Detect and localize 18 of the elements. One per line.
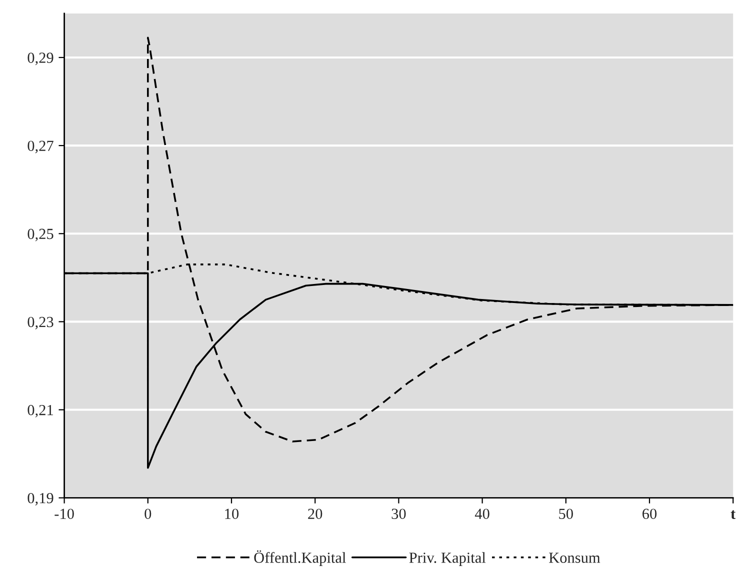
x-tick-label: 10 — [225, 508, 239, 520]
y-tick-label: 0,29 — [28, 52, 54, 66]
x-tick-label: -10 — [54, 508, 74, 520]
y-tick-label: 0,21 — [28, 404, 53, 418]
x-tick-label: 50 — [559, 508, 573, 520]
y-tick-label: 0,25 — [28, 228, 54, 242]
legend-label: Konsum — [549, 552, 600, 563]
x-tick-label: 0 — [144, 508, 152, 520]
y-tick-label: 0,27 — [28, 140, 54, 154]
legend-label: Öffentl.Kapital — [254, 550, 346, 566]
x-tick-label: 60 — [642, 508, 657, 520]
x-tick-label: 40 — [474, 508, 490, 520]
y-tick-label: 0,19 — [28, 492, 54, 506]
x-tick-label: 20 — [308, 508, 322, 520]
y-tick-label: 0,23 — [28, 316, 54, 330]
x-tick-label: 30 — [392, 508, 406, 520]
x-tick-label: t — [730, 510, 736, 520]
legend-label: Priv. Kapital — [409, 552, 486, 566]
